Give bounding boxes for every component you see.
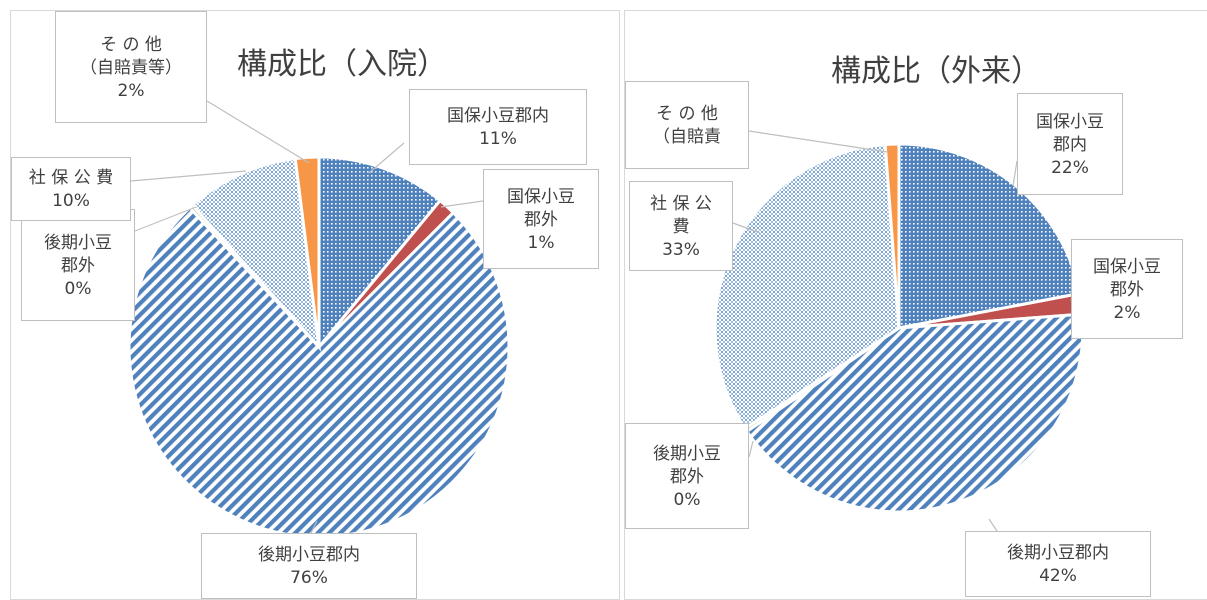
- data-label-callout: 国保小豆 郡内 22%: [1017, 93, 1123, 195]
- data-label-text: 2%: [117, 80, 145, 101]
- data-label-text: 後期小豆: [44, 232, 112, 253]
- leader-line: [130, 170, 247, 182]
- data-label-text: 22%: [1051, 157, 1089, 178]
- pie-slice: [883, 142, 901, 329]
- data-label-text: 郡外: [524, 209, 558, 230]
- pie-chart-outpatient: [713, 130, 1085, 532]
- data-label-text: （自賠責等）: [80, 57, 182, 78]
- data-label-text: 0%: [64, 278, 92, 299]
- data-label-text: 後期小豆郡内: [1007, 543, 1109, 563]
- data-label-text: 76%: [290, 568, 328, 588]
- pie-slice: [293, 155, 321, 348]
- leader-line: [988, 518, 998, 532]
- chart-panel-outpatient: 構成比（外来） 国保小豆 郡内 22% 国保小豆 郡外 2% 後期小豆郡内 42% 後期小豆 郡外…: [624, 10, 1207, 600]
- data-label-callout: 後期小豆 郡外 0%: [21, 209, 135, 321]
- data-label-callout: 国保小豆 郡外 1%: [483, 169, 599, 269]
- data-label-text: 社 保 公 費: [28, 168, 114, 188]
- leader-line: [440, 200, 484, 208]
- data-label-callout: 国保小豆 郡外 2%: [1071, 239, 1183, 339]
- data-label-text: 2%: [1113, 302, 1141, 323]
- data-label-text: 11%: [479, 129, 517, 149]
- leader-line: [134, 206, 197, 232]
- data-label-text: 国保小豆: [1093, 256, 1161, 277]
- pie-slice: [317, 155, 443, 352]
- data-label-text: （自賠責: [653, 127, 721, 147]
- data-label-text: 1%: [527, 232, 555, 253]
- leader-line: [748, 440, 754, 458]
- leader-line: [732, 222, 761, 234]
- data-label-text: 国保小豆: [507, 186, 575, 207]
- data-label-text: 0%: [673, 489, 701, 510]
- data-label-callout: 後期小豆郡内 76%: [201, 533, 417, 599]
- data-label-callout: 後期小豆郡内 42%: [965, 531, 1151, 597]
- leader-line: [1012, 160, 1018, 187]
- data-label-text: 国保小豆郡内: [447, 106, 549, 126]
- data-label-text: 33%: [662, 239, 700, 260]
- data-label-text: 国保小豆: [1036, 111, 1104, 132]
- data-label-text: 42%: [1039, 566, 1077, 586]
- data-label-text: 費: [672, 216, 690, 237]
- data-label-callout: そ の 他 （自賠責: [625, 81, 749, 169]
- pie-slice: [744, 312, 1085, 514]
- data-label-text: 社 保 公: [650, 193, 712, 214]
- data-label-text: 郡外: [670, 466, 704, 487]
- data-label-callout: そ の 他（自賠責等） 2%: [55, 11, 207, 123]
- data-label-text: 郡外: [61, 255, 95, 276]
- data-label-text: 郡外: [1110, 279, 1144, 300]
- pie-slice: [713, 142, 901, 431]
- data-label-text: 後期小豆郡内: [258, 545, 360, 565]
- data-label-text: 10%: [52, 191, 90, 211]
- pie-slice: [190, 156, 322, 352]
- chart-title-inpatient: 構成比（入院）: [237, 47, 447, 82]
- leader-line: [310, 520, 318, 534]
- leader-line: [206, 100, 310, 164]
- data-label-callout: 社 保 公費 33%: [629, 181, 733, 271]
- data-label-callout: 後期小豆 郡外 0%: [625, 423, 749, 529]
- data-label-text: そ の 他: [656, 104, 718, 124]
- data-label-text: 郡内: [1053, 134, 1087, 155]
- data-label-callout: 国保小豆郡内 11%: [409, 89, 587, 165]
- chart-panel-inpatient: 構成比（入院） 国保小豆郡内 11% 国保小豆 郡外 1% 後期小豆郡内 76% 後期小豆 郡外…: [10, 10, 620, 600]
- data-label-callout: 社 保 公 費 10%: [11, 157, 131, 221]
- data-label-text: 後期小豆: [653, 443, 721, 464]
- chart-title-outpatient: 構成比（外来）: [831, 54, 1041, 89]
- pie-chart-inpatient: [127, 100, 511, 539]
- leader-line: [748, 130, 888, 153]
- data-label-text: そ の 他: [100, 34, 162, 55]
- leader-line: [368, 142, 405, 174]
